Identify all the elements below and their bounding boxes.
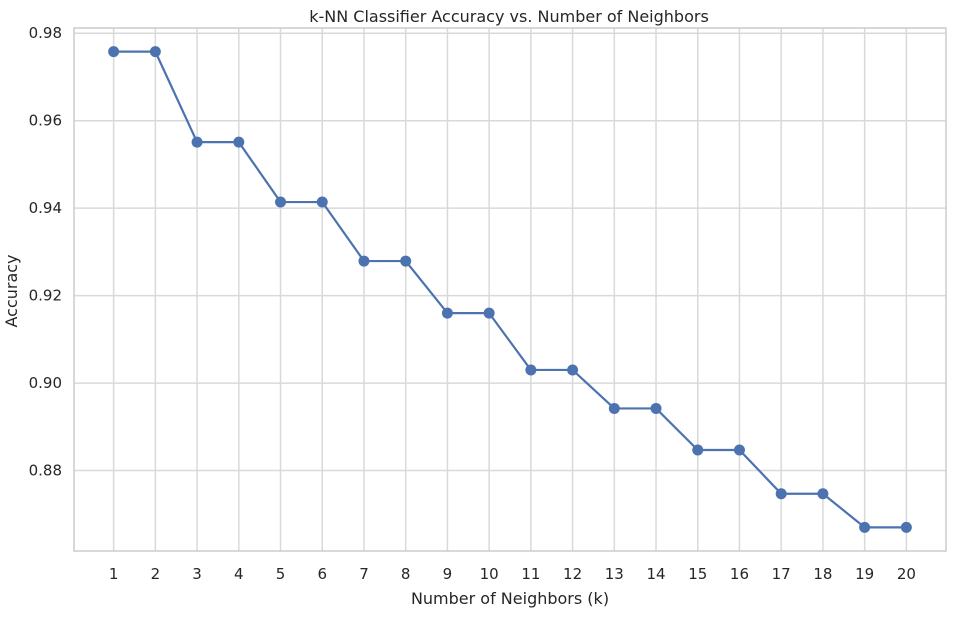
- x-tick-label: 17: [772, 565, 791, 583]
- x-tick-label: 7: [359, 565, 369, 583]
- data-point-marker: [650, 402, 662, 414]
- data-point-marker: [567, 364, 579, 376]
- x-tick-label: 18: [813, 565, 832, 583]
- x-axis-label: Number of Neighbors (k): [411, 589, 609, 608]
- x-tick-label: 12: [563, 565, 582, 583]
- y-axis-label: Accuracy: [2, 254, 21, 327]
- y-tick-label: 0.88: [29, 462, 62, 480]
- data-point-marker: [817, 488, 829, 500]
- x-tick-label: 8: [401, 565, 411, 583]
- x-tick-label: 1: [109, 565, 119, 583]
- x-tick-label: 13: [605, 565, 624, 583]
- data-point-marker: [275, 196, 287, 208]
- x-tick-label: 14: [646, 565, 665, 583]
- x-tick-label: 20: [897, 565, 916, 583]
- x-tick-label: 6: [317, 565, 327, 583]
- x-tick-label: 19: [855, 565, 874, 583]
- x-tick-label: 16: [730, 565, 749, 583]
- chart-title: k-NN Classifier Accuracy vs. Number of N…: [309, 7, 709, 26]
- data-point-marker: [400, 255, 412, 267]
- x-tick-label: 11: [521, 565, 540, 583]
- data-point-marker: [900, 521, 912, 533]
- data-point-marker: [859, 521, 871, 533]
- data-point-marker: [316, 196, 328, 208]
- y-tick-label: 0.92: [29, 287, 62, 305]
- data-point-marker: [608, 402, 620, 414]
- data-point-marker: [233, 136, 245, 148]
- x-tick-label: 10: [480, 565, 499, 583]
- x-tick-label: 2: [151, 565, 161, 583]
- x-tick-label: 4: [234, 565, 244, 583]
- x-tick-labels: 1 2 3 4 5 6 7 8 9 10 11 12 13 14 15 16 17 18 19 20: [109, 565, 916, 583]
- x-tick-label: 15: [688, 565, 707, 583]
- data-point-marker: [733, 444, 745, 456]
- data-point-marker: [191, 136, 203, 148]
- plot-frame: [73, 27, 947, 552]
- data-point-marker: [441, 307, 453, 319]
- x-tick-label: 3: [192, 565, 202, 583]
- series-line: [113, 50, 907, 529]
- grid-lines: [74, 28, 946, 551]
- data-point-marker: [108, 46, 120, 58]
- y-tick-label: 0.94: [29, 199, 62, 217]
- x-tick-label: 5: [276, 565, 286, 583]
- data-point-marker: [525, 364, 537, 376]
- y-tick-label: 0.98: [29, 24, 62, 42]
- data-point-marker: [358, 255, 370, 267]
- data-point-marker: [149, 46, 161, 58]
- series-layer: [108, 46, 912, 533]
- data-point-marker: [483, 307, 495, 319]
- data-point-marker: [692, 444, 704, 456]
- x-tick-label: 9: [443, 565, 453, 583]
- y-tick-label: 0.96: [29, 112, 62, 130]
- y-tick-label: 0.90: [29, 374, 62, 392]
- data-point-marker: [775, 488, 787, 500]
- y-tick-labels: 0.88 0.90 0.92 0.94 0.96 0.98: [29, 24, 62, 479]
